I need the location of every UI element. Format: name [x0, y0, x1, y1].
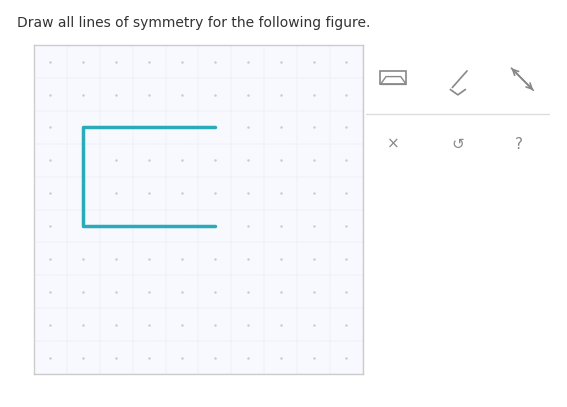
- Text: Draw all lines of symmetry for the following figure.: Draw all lines of symmetry for the follo…: [17, 16, 370, 30]
- FancyBboxPatch shape: [360, 39, 556, 177]
- Text: ↺: ↺: [451, 137, 464, 152]
- Text: ?: ?: [515, 137, 523, 152]
- Text: ×: ×: [387, 137, 400, 152]
